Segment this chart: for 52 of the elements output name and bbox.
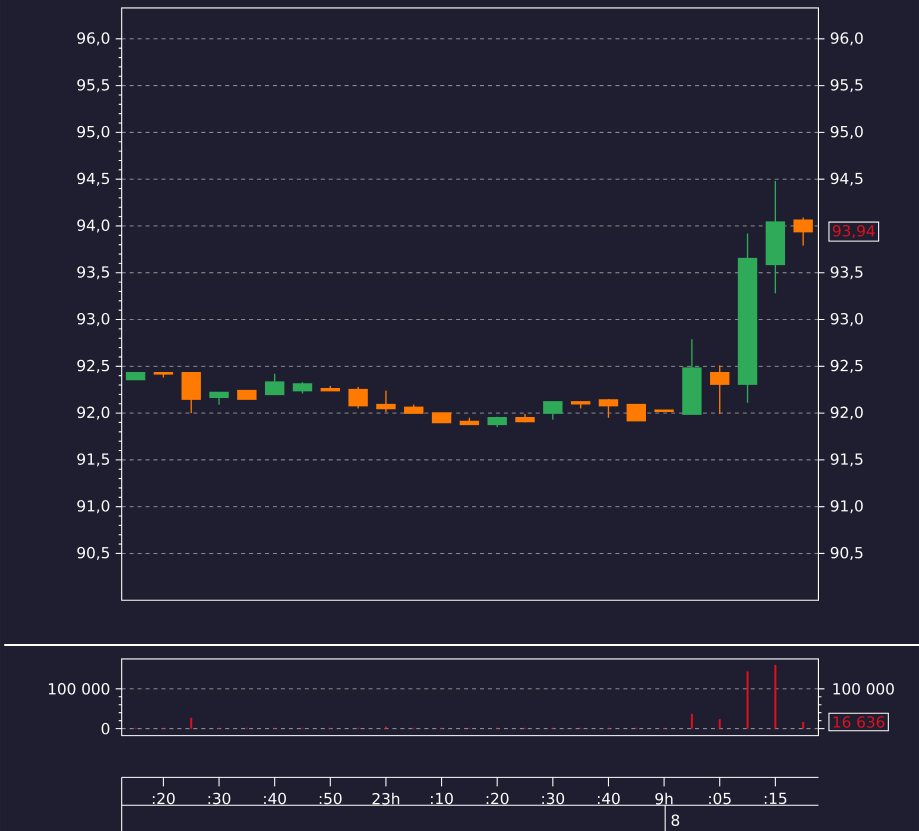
x-tick-label: :30 — [208, 792, 230, 804]
y-tick-label: 100 000 — [48, 682, 110, 694]
y-tick-label: 95,5 — [77, 78, 110, 92]
x-tick-label: :50 — [320, 792, 342, 804]
y2-tick-label: 94,5 — [830, 172, 862, 186]
y-tick-label: 95,0 — [77, 126, 110, 139]
candlestick — [710, 364, 730, 415]
y-tick-label: 96,0 — [77, 32, 110, 46]
y2-tick-label: 92,0 — [830, 406, 863, 420]
x-tick-label: :15 — [764, 792, 786, 804]
y2-tick-label: 91,5 — [830, 453, 862, 466]
candlestick — [793, 216, 813, 246]
text: 16 636 — [834, 716, 884, 728]
y-tick-label: 94,0 — [77, 219, 110, 232]
text: 93,94 — [832, 224, 875, 238]
candlestick — [264, 373, 284, 396]
candlestick — [348, 386, 368, 409]
x-tick-label: :05 — [709, 792, 731, 804]
x-tick-label: :40 — [264, 792, 286, 804]
x-tick-label: :10 — [431, 792, 453, 804]
y-tick-label: 92,5 — [77, 360, 110, 373]
y2-tick-label: 93,5 — [830, 266, 862, 280]
candlestick — [543, 400, 563, 420]
y-tick-label: 0 — [102, 722, 110, 734]
y2-tick-label: 96,0 — [830, 32, 863, 46]
x-tick-label: :20 — [152, 792, 175, 804]
candlestick — [292, 381, 312, 394]
x-tick-label: 23h — [372, 792, 400, 804]
x-tick-label: :40 — [598, 792, 620, 804]
y-tick-label: 92,0 — [77, 406, 110, 420]
y2-tick-label: 95,0 — [830, 126, 863, 139]
y-tick-label: 91,5 — [77, 453, 110, 466]
text: 100 000 — [833, 682, 894, 694]
y-tick-label: 90,5 — [77, 546, 110, 560]
y2-tick-label: 92,5 — [830, 360, 862, 373]
y-tick-label: 93,5 — [77, 266, 110, 280]
y-tick-label: 94,5 — [77, 172, 110, 186]
y-tick-label: 91,0 — [77, 500, 110, 514]
y-tick-label: 93,0 — [77, 312, 110, 326]
y2-tick-label: 95,5 — [830, 78, 862, 92]
candlestick — [209, 392, 229, 406]
y2-tick-label: 93,0 — [830, 312, 863, 326]
candlestick — [432, 412, 452, 424]
y2-tick-label: 90,5 — [830, 546, 862, 560]
x-tick-label: :20 — [486, 792, 508, 804]
x-tick-label: 9h — [655, 792, 672, 804]
candlestick — [376, 390, 396, 413]
text: 8 — [672, 814, 680, 826]
y2-tick-label: 91,0 — [830, 500, 863, 514]
candlestick — [598, 398, 618, 418]
x-tick-label: :30 — [542, 792, 564, 804]
candlestick — [626, 404, 646, 422]
